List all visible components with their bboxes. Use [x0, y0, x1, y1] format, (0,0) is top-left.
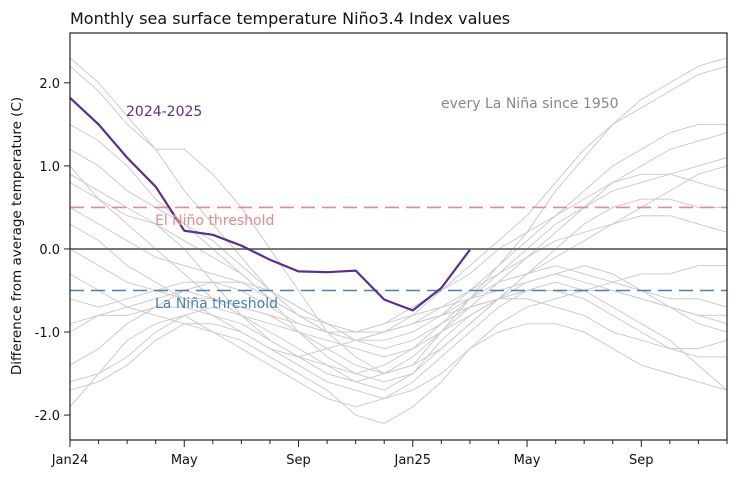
y-tick-label: -2.0: [35, 409, 60, 424]
y-tick-label: -1.0: [35, 326, 60, 341]
y-axis-label: Difference from average temperature (C): [9, 97, 25, 375]
x-tick-label: Sep: [629, 453, 654, 468]
y-tick-label: 1.0: [39, 160, 60, 175]
y-tick-label: 0.0: [39, 243, 60, 258]
background-series-line-11: [69, 173, 728, 333]
background-series-line-17: [69, 123, 727, 341]
background-series-label: every La Niña since 1950: [441, 96, 619, 112]
x-tick-label: May: [171, 453, 198, 468]
background-series-line-12: [69, 281, 728, 366]
la-nina-threshold-label: La Niña threshold: [155, 296, 278, 312]
background-series-line-16: [69, 323, 728, 400]
x-tick-label: Jan25: [393, 453, 431, 468]
background-series-line-14: [69, 265, 727, 358]
background-series: [69, 57, 728, 424]
background-series-line-3: [69, 132, 728, 383]
background-series-line-0: [69, 57, 728, 341]
thresholds: [70, 206, 727, 292]
x-tick-label: Sep: [286, 453, 311, 468]
x-tick-label: Jan24: [51, 453, 89, 468]
plot-frame: [69, 32, 728, 441]
background-series-line-8: [69, 273, 727, 424]
axes: Jan24 May Sep Jan25 May Sep 2.0 1.0 0.0 -1.0 -2.0: [35, 77, 728, 468]
background-series-line-2: [69, 165, 727, 391]
background-series-line-9: [69, 198, 727, 375]
chart-title: Monthly sea surface temperature Niño3.4 …: [70, 9, 510, 28]
highlight-series-line: [69, 96, 471, 312]
background-series-line-6: [69, 281, 728, 408]
el-nino-threshold-label: El Niño threshold: [155, 213, 274, 229]
background-series-line-5: [69, 265, 728, 383]
highlight-series-label: 2024-2025: [126, 104, 202, 120]
background-series-line-15: [69, 165, 728, 375]
x-tick-label: May: [514, 453, 541, 468]
y-tick-label: 2.0: [39, 77, 60, 92]
background-series-line-13: [69, 173, 728, 383]
